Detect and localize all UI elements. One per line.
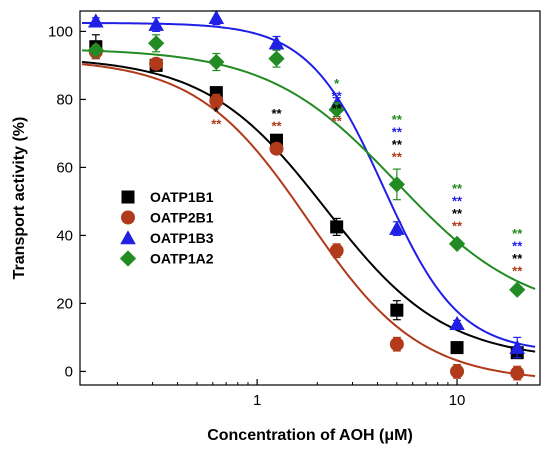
data-point: [148, 35, 165, 52]
axis-ticks: 0 20 40 60 80 100 1 10: [48, 23, 518, 409]
data-point: [87, 41, 104, 59]
legend-label: OATP1B1: [150, 189, 214, 205]
data-point: [388, 176, 405, 193]
plot-frame: [79, 10, 541, 386]
data-point: [450, 341, 464, 355]
legend: OATP1B1 OATP2B1 OATP1B3 OATP1A2: [119, 189, 214, 267]
significance-mark: **: [512, 226, 523, 241]
data-point: [149, 56, 164, 71]
significance-mark: *: [214, 104, 220, 119]
y-tick-label: 80: [56, 91, 73, 108]
x-axis-title: Concentration of AOH (μM): [207, 427, 413, 444]
legend-marker: [121, 210, 135, 225]
y-axis-title: Transport activity (%): [11, 117, 28, 280]
significance-mark: **: [332, 101, 343, 116]
data-point: [328, 101, 345, 118]
data-point: [450, 364, 465, 379]
legend-label: OATP2B1: [150, 210, 214, 226]
data-point: [269, 141, 284, 156]
y-tick-label: 60: [56, 159, 73, 176]
data-point: [390, 303, 404, 317]
data-point: [208, 53, 225, 71]
data-point: [208, 10, 225, 25]
data-point: [448, 235, 466, 253]
data-point: [509, 281, 526, 298]
legend-marker: [121, 190, 135, 204]
legend-marker: [119, 250, 137, 267]
significance-mark: **: [452, 206, 463, 221]
data-point: [268, 35, 285, 50]
legend-label: OATP1A2: [150, 251, 214, 267]
x-tick-label: 1: [253, 392, 261, 409]
significance-mark: **: [452, 219, 463, 234]
data-point: [389, 220, 405, 235]
x-tick-label: 10: [449, 392, 466, 409]
fit-curve: [81, 61, 536, 353]
significance-mark: **: [332, 114, 343, 129]
significance-mark: **: [211, 117, 222, 132]
significance-mark: **: [452, 181, 463, 196]
data-point: [329, 243, 344, 258]
significance-mark: **: [452, 194, 463, 209]
data-point: [510, 366, 525, 381]
significance-mark: **: [392, 125, 403, 140]
significance-mark: **: [392, 137, 403, 152]
y-tick-label: 20: [56, 295, 73, 312]
data-points: [87, 10, 526, 381]
data-point: [268, 50, 285, 67]
fit-curve: [81, 63, 536, 378]
significance-mark: **: [512, 239, 523, 254]
legend-label: OATP1B3: [150, 230, 214, 246]
data-point: [209, 94, 224, 109]
data-point: [449, 316, 465, 331]
data-point: [389, 337, 404, 352]
significance-mark: **: [512, 251, 523, 266]
data-point: [330, 220, 344, 234]
significance-mark: **: [392, 112, 403, 127]
data-point: [88, 13, 104, 28]
significance-mark: **: [271, 119, 282, 134]
significance-mark: *: [334, 76, 340, 91]
significance-marks: ************** **************** ********: [211, 76, 523, 279]
significance-mark: **: [332, 89, 343, 104]
legend-marker: [120, 230, 136, 245]
data-point: [509, 339, 526, 354]
y-tick-label: 0: [65, 363, 73, 380]
significance-mark: **: [271, 106, 282, 121]
y-tick-label: 40: [56, 227, 73, 244]
data-point: [148, 16, 164, 31]
significance-mark: **: [392, 150, 403, 165]
significance-mark: **: [512, 264, 523, 279]
y-tick-label: 100: [48, 23, 73, 40]
